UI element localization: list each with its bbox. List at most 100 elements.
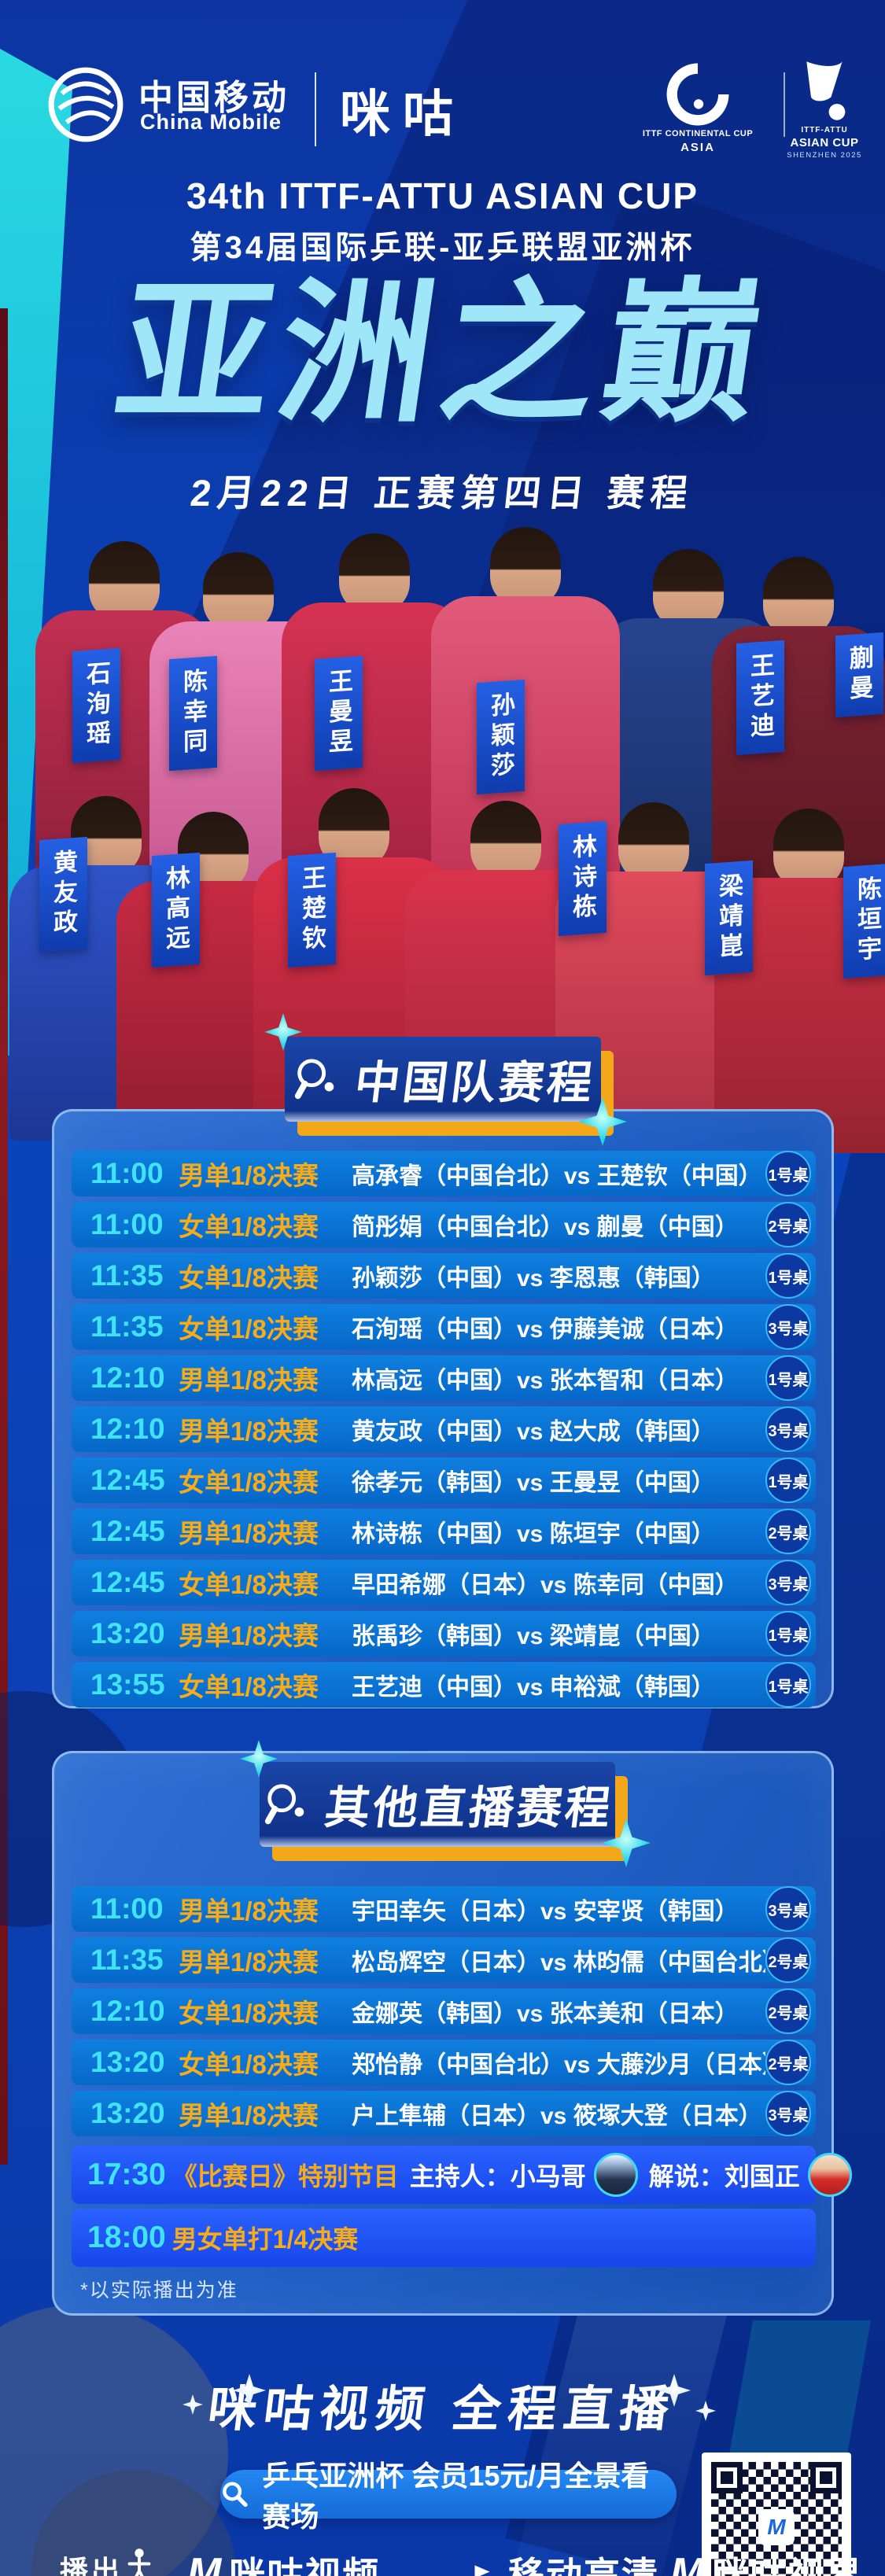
player-name-tag: 石洵瑶 <box>72 647 120 764</box>
search-icon <box>223 2482 248 2508</box>
asian-cup-text2: ASIAN CUP <box>790 136 859 149</box>
table-badge: 1号桌 <box>765 1355 811 1401</box>
section-title: 中国队赛程 <box>351 1058 598 1108</box>
schedule-row: 11:35 女单1/8决赛 孙颖莎（中国）vs 李恩惠（韩国） 1号桌 <box>72 1253 816 1299</box>
match-players: 王艺迪（中国）vs 申裕斌（韩国） <box>352 1675 715 1701</box>
match-time: 12:45 <box>90 1566 165 1598</box>
schedule-row: 12:45 女单1/8决赛 早田希娜（日本）vs 陈幸同（中国） 3号桌 <box>72 1560 816 1605</box>
match-event: 女单1/8决赛 <box>179 1672 319 1701</box>
operator-name-en: China Mobile <box>140 110 282 134</box>
match-event: 男单1/8决赛 <box>179 1365 319 1395</box>
match-time: 12:10 <box>90 1995 165 2027</box>
paddle-icon <box>294 1059 334 1100</box>
commentator-avatar <box>807 2153 852 2197</box>
match-players: 石洵瑶（中国）vs 伊藤美诚（日本） <box>352 1317 739 1343</box>
person-icon <box>127 2548 151 2576</box>
qr-finder <box>810 2462 842 2493</box>
table-badge: 3号桌 <box>765 2091 811 2136</box>
match-event: 女单1/8决赛 <box>179 1468 319 1497</box>
match-players: 林高远（中国）vs 张本智和（日本） <box>352 1368 739 1394</box>
match-players: 黄友政（中国）vs 赵大成（韩国） <box>352 1419 715 1445</box>
match-event: 男单1/8决赛 <box>179 2101 319 2130</box>
player-name-tag: 林高远 <box>152 852 200 968</box>
match-event: 男单1/8决赛 <box>179 1417 319 1446</box>
table-badge: 1号桌 <box>765 1151 811 1196</box>
qr-code: M <box>702 2453 851 2576</box>
program-title: 《比赛日》特别节目 <box>171 2162 399 2191</box>
player-name-tag: 王艺迪 <box>736 639 784 756</box>
match-time: 13:55 <box>90 1668 165 1701</box>
match-players: 郑怡静（中国台北）vs 大藤沙月（日本） <box>352 2052 765 2078</box>
table-badge: 1号桌 <box>765 1458 811 1503</box>
china-mobile-logo-icon <box>48 67 124 142</box>
match-event: 男单1/8决赛 <box>179 1519 319 1548</box>
section-header-other: 其他直播赛程 <box>260 1762 628 1861</box>
player-name-tag: 陈幸同 <box>169 655 217 772</box>
match-time: 11:00 <box>90 1208 164 1240</box>
match-players: 孙颖莎（中国）vs 李恩惠（韩国） <box>352 1266 715 1292</box>
table-badge: 2号桌 <box>765 1988 811 2034</box>
player-name-tag: 梁靖崑 <box>705 860 753 976</box>
match-event: 男单1/8决赛 <box>179 1896 319 1926</box>
match-players: 简彤娟（中国台北）vs 蒯曼（中国） <box>352 1214 739 1240</box>
schedule-row: 13:55 女单1/8决赛 王艺迪（中国）vs 申裕斌（韩国） 1号桌 <box>72 1662 816 1708</box>
ittf-continental-cup-icon <box>666 63 729 126</box>
platform-logo-migu-video: M 咪咕视频 <box>187 2547 380 2576</box>
match-players: 宇田幸矢（日本）vs 安宰贤（韩国） <box>352 1899 739 1925</box>
logo-divider <box>784 72 785 137</box>
match-time: 12:45 <box>90 1515 165 1547</box>
schedule-row: 12:10 女单1/8决赛 金娜英（韩国）vs 张本美和（日本） 2号桌 <box>72 1988 816 2034</box>
table-badge: 3号桌 <box>765 1406 811 1452</box>
special-program-row: 17:30 《比赛日》特别节目 主持人：小马哥 解说：刘国正 <box>72 2146 852 2204</box>
schedule-row: 12:10 男单1/8决赛 黄友政（中国）vs 赵大成（韩国） 3号桌 <box>72 1406 816 1452</box>
match-players: 松岛辉空（日本）vs 林昀儒（中国台北） <box>352 1950 765 1976</box>
broadcast-label: 播出 <box>60 2555 124 2576</box>
schedule-row: 11:00 男单1/8决赛 宇田幸矢（日本）vs 安宰贤（韩国） 3号桌 <box>72 1886 816 1932</box>
match-time: 13:20 <box>90 2046 165 2078</box>
table-badge: 2号桌 <box>765 1202 811 1247</box>
event-title-en: 34th ITTF-ATTU ASIAN CUP <box>186 175 699 216</box>
platform-logo-migu-vision: M 咪咕视界 <box>670 2547 863 2576</box>
player-name-tag: 孙颖莎 <box>477 679 525 795</box>
finale-event: 男女单打1/4决赛 <box>171 2225 359 2254</box>
player-name-tag: 黄友政 <box>39 836 87 953</box>
match-players: 高承睿（中国台北）vs 王楚钦（中国） <box>352 1163 762 1189</box>
live-broadcast-headline: 咪咕视频 全程直播 <box>205 2383 680 2437</box>
asian-cup-text3: SHENZHEN 2025 <box>787 151 862 160</box>
membership-cta-button[interactable]: 乒乓亚洲杯 会员15元/月全景看赛场 <box>220 2460 677 2533</box>
platform-logo-mobile-hd: 移动高清 <box>466 2547 659 2576</box>
table-badge: 1号桌 <box>765 1611 811 1657</box>
schedule-row: 12:45 女单1/8决赛 徐孝元（韩国）vs 王曼昱（中国） 1号桌 <box>72 1458 816 1503</box>
migu-logo: 咪咕 <box>340 86 466 142</box>
finale-time: 18:00 <box>87 2220 166 2254</box>
migu-m-icon: M <box>670 2550 705 2576</box>
ittf-continental-cup-text: ITTF CONTINENTAL CUP <box>642 129 754 138</box>
schedule-row: 11:00 男单1/8决赛 高承睿（中国台北）vs 王楚钦（中国） 1号桌 <box>72 1151 816 1196</box>
match-event: 女单1/8决赛 <box>179 1314 319 1343</box>
program-time: 17:30 <box>87 2158 166 2191</box>
match-time: 11:00 <box>90 1157 164 1189</box>
host-avatar <box>593 2153 638 2197</box>
schedule-row: 11:35 男单1/8决赛 松岛辉空（日本）vs 林昀儒（中国台北） 2号桌 <box>72 1937 816 1983</box>
schedule-row: 12:10 男单1/8决赛 林高远（中国）vs 张本智和（日本） 1号桌 <box>72 1355 816 1401</box>
match-players: 户上隼辅（日本）vs 筱塚大登（日本） <box>352 2103 762 2129</box>
match-time: 12:45 <box>90 1464 165 1496</box>
schedule-row: 11:35 女单1/8决赛 石洵瑶（中国）vs 伊藤美诚（日本） 3号桌 <box>72 1304 816 1350</box>
schedule-row: 11:00 女单1/8决赛 简彤娟（中国台北）vs 蒯曼（中国） 2号桌 <box>72 1202 816 1247</box>
qr-finder <box>711 2561 743 2576</box>
match-event: 男单1/8决赛 <box>179 1161 319 1190</box>
match-time: 13:20 <box>90 1617 165 1649</box>
qr-finder <box>711 2462 743 2493</box>
asian-cup-text1: ITTF-ATTU <box>801 126 848 135</box>
table-badge: 3号桌 <box>765 1304 811 1350</box>
table-badge: 3号桌 <box>765 1886 811 1932</box>
match-event: 女单1/8决赛 <box>179 1999 319 2028</box>
match-time: 11:35 <box>90 1944 164 1976</box>
section-header-china: 中国队赛程 <box>285 1037 614 1136</box>
schedule-row: 13:20 男单1/8决赛 户上隼辅（日本）vs 筱塚大登（日本） 3号桌 <box>72 2091 816 2136</box>
event-title-cn: 第34届国际乒联-亚乒联盟亚洲杯 <box>190 230 695 265</box>
table-badge: 2号桌 <box>765 2040 811 2085</box>
match-event: 男单1/8决赛 <box>179 1621 319 1650</box>
player-name-tag: 林诗栋 <box>559 820 607 937</box>
